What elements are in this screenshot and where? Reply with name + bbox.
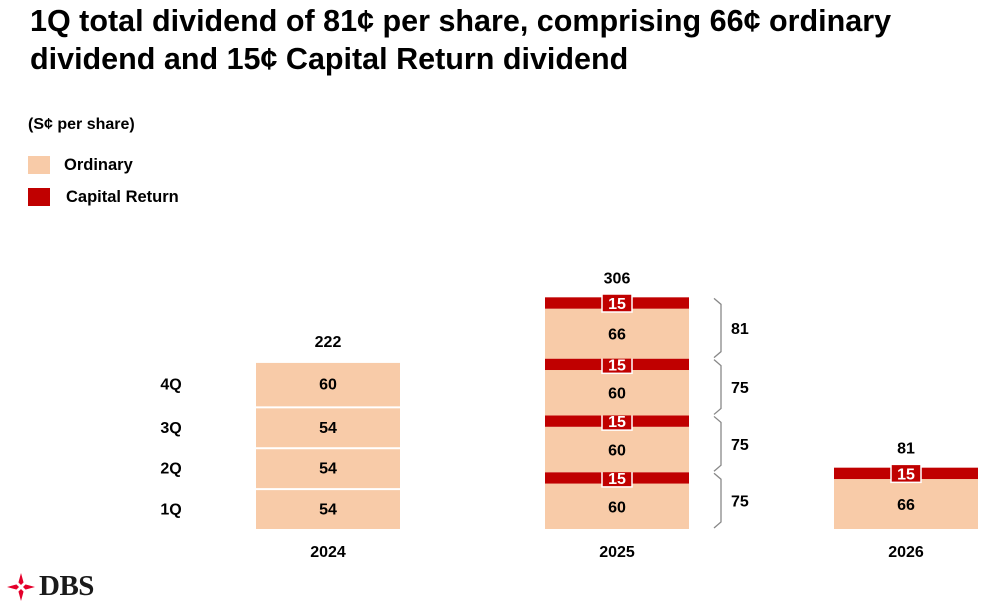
legend-swatch-ordinary — [28, 156, 50, 174]
x-tick-label-2026: 2026 — [888, 544, 924, 561]
unit-label: (S¢ per share) — [28, 116, 135, 133]
quarter-bracket-4Q — [713, 297, 722, 359]
quarter-total-1Q: 75 — [731, 494, 749, 511]
total-label-2024: 222 — [315, 334, 342, 351]
bar-label-2025-0: 60 — [608, 499, 626, 516]
quarter-total-4Q: 81 — [731, 321, 749, 338]
bar-label-2024-2: 54 — [319, 420, 337, 437]
legend-item-capital-return: Capital Return — [28, 187, 179, 207]
dbs-logo: DBS — [6, 570, 94, 603]
bar-label-2024-3: 60 — [319, 377, 337, 394]
bar-label-2026-0: 66 — [897, 497, 915, 514]
capital-return-badge-2026-1 — [890, 463, 922, 484]
quarter-label-2Q: 2Q — [160, 461, 181, 478]
x-tick-label-2025: 2025 — [599, 544, 635, 561]
quarter-total-2Q: 75 — [731, 437, 749, 454]
bar-segment-2024-ordinary-1 — [256, 449, 400, 489]
bar-segment-2025-ordinary-4 — [545, 370, 689, 416]
quarter-label-1Q: 1Q — [160, 502, 181, 519]
total-label-2026: 81 — [897, 441, 915, 458]
legend-swatch-capital-return — [28, 188, 50, 206]
quarter-bracket-1Q — [713, 472, 722, 529]
bar-label-2025-5: 15 — [608, 357, 626, 374]
quarter-label-4Q: 4Q — [160, 377, 181, 394]
bar-segment-2025-ordinary-0 — [545, 483, 689, 529]
bar-label-2025-2: 60 — [608, 443, 626, 460]
bar-segment-2026-ordinary-0 — [834, 479, 978, 529]
quarter-bracket-3Q — [713, 359, 722, 415]
bar-segment-2025-ordinary-2 — [545, 426, 689, 473]
bar-label-2025-1: 15 — [608, 471, 626, 488]
bar-label-2025-7: 15 — [608, 296, 626, 313]
dbs-logo-text: DBS — [39, 570, 94, 602]
bar-segment-2025-ordinary-6 — [545, 308, 689, 359]
quarter-label-3Q: 3Q — [160, 420, 181, 437]
legend-label-capital-return: Capital Return — [66, 187, 179, 206]
total-label-2025: 306 — [604, 270, 631, 287]
bar-label-2025-4: 60 — [608, 386, 626, 403]
dbs-star-icon — [7, 572, 35, 601]
bar-label-2025-3: 15 — [608, 414, 626, 431]
capital-return-badge-2025-7 — [601, 293, 633, 313]
quarter-bracket-2Q — [713, 415, 722, 472]
bar-label-2024-0: 54 — [319, 502, 337, 519]
bar-label-2024-1: 54 — [319, 461, 337, 478]
quarter-total-3Q: 75 — [731, 380, 749, 397]
legend-item-ordinary: Ordinary — [28, 155, 133, 175]
bar-segment-2024-ordinary-0 — [256, 490, 400, 529]
bar-segment-2024-ordinary-2 — [256, 408, 400, 448]
x-tick-label-2024: 2024 — [310, 544, 346, 561]
bar-segment-2024-ordinary-3 — [256, 362, 400, 407]
page-title: 1Q total dividend of 81¢ per share, comp… — [30, 4, 892, 76]
bar-label-2026-1: 15 — [897, 466, 915, 483]
bar-label-2025-6: 66 — [608, 327, 626, 344]
legend-label-ordinary: Ordinary — [64, 155, 133, 174]
